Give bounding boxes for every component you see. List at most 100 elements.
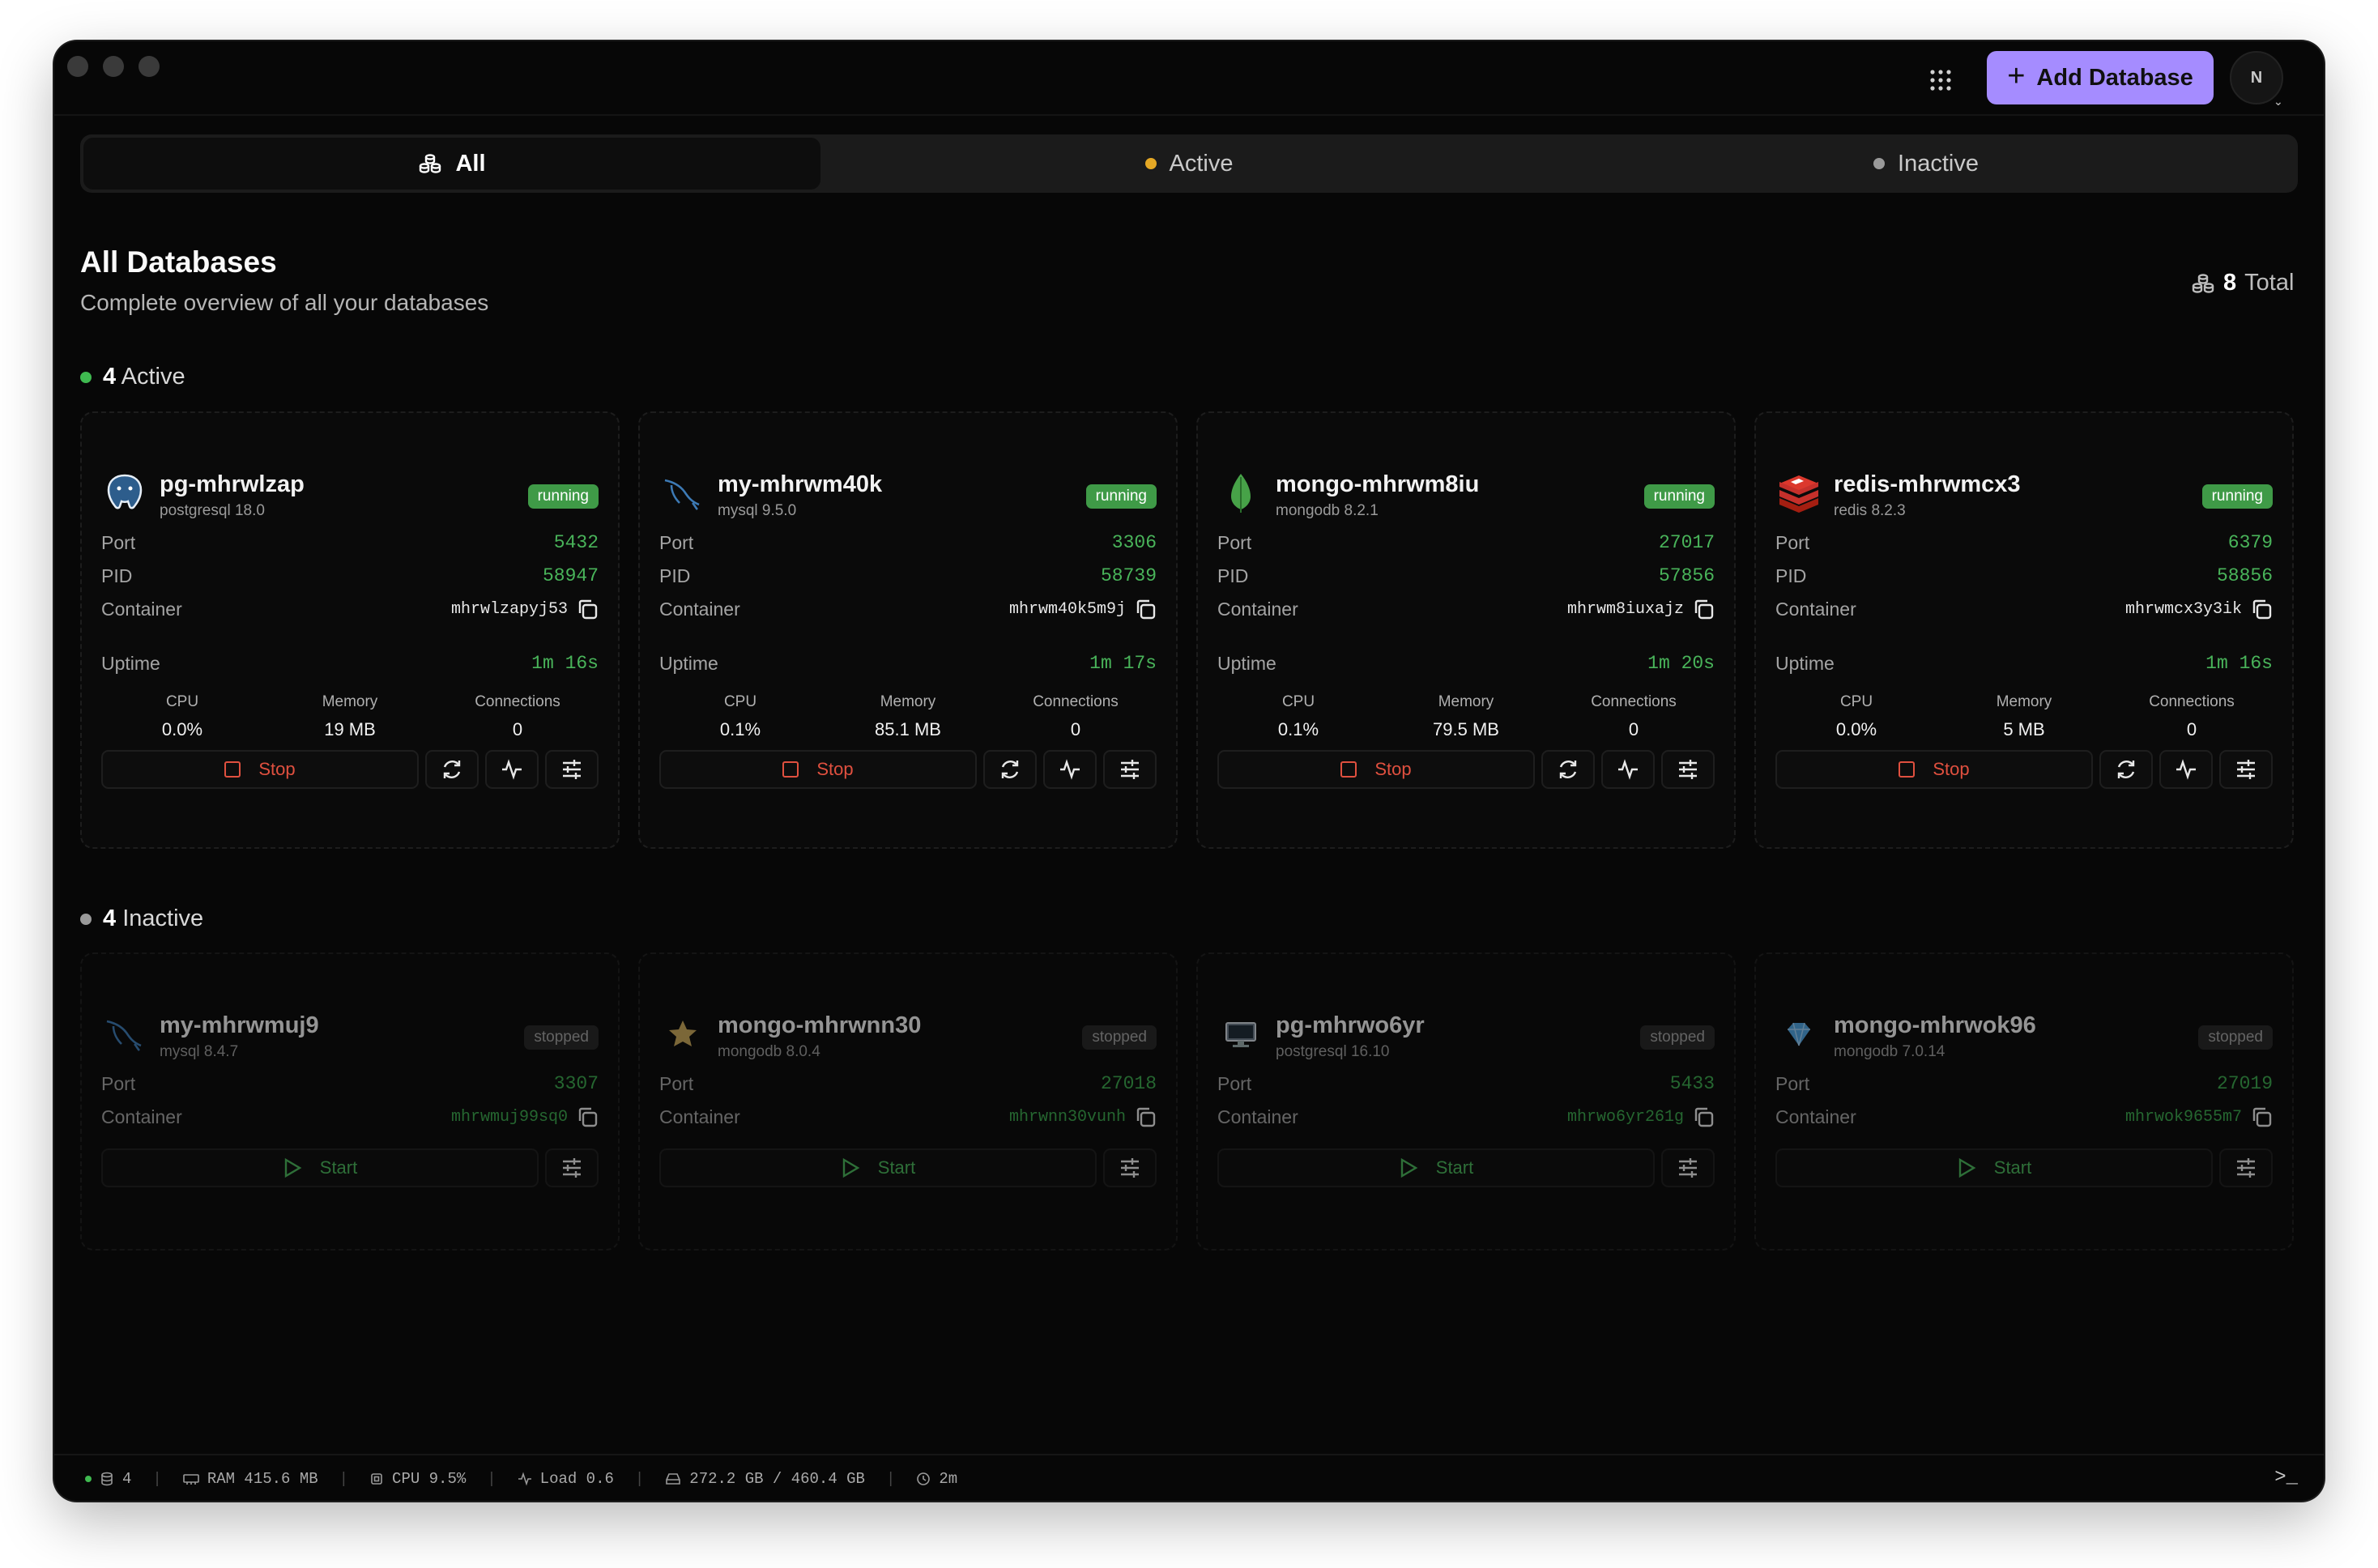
- database-card[interactable]: mongo-mhrwok96 mongodb 7.0.14 stopped Po…: [1754, 952, 2294, 1251]
- tab-all[interactable]: All: [83, 138, 820, 190]
- port-value: 3307: [553, 1073, 599, 1094]
- connections-label: Connections: [475, 693, 560, 710]
- resource-stats: CPU 0.1% Memory 85.1 MB Connections 0: [659, 693, 1157, 740]
- database-card[interactable]: redis-mhrwmcx3 redis 8.2.3 running Port 6…: [1754, 411, 2294, 849]
- tab-inactive-label: Inactive: [1898, 150, 1979, 177]
- window-minimize-button[interactable]: [103, 56, 124, 77]
- pid-value: 58739: [1100, 565, 1157, 586]
- metrics-button[interactable]: [2159, 750, 2213, 789]
- port-label: Port: [1775, 531, 1810, 553]
- stop-button[interactable]: Stop: [1775, 750, 2093, 789]
- database-card[interactable]: pg-mhrwo6yr postgresql 16.10 stopped Por…: [1196, 952, 1736, 1251]
- metrics-button[interactable]: [485, 750, 539, 789]
- active-dot-icon: [1144, 158, 1157, 169]
- restart-button[interactable]: [425, 750, 479, 789]
- database-card[interactable]: my-mhrwm40k mysql 9.5.0 running Port 3306…: [638, 411, 1178, 849]
- stop-button[interactable]: Stop: [101, 750, 419, 789]
- memory-value: 5 MB: [2003, 719, 2045, 739]
- database-card[interactable]: mongo-mhrwnn30 mongodb 8.0.4 stopped Por…: [638, 952, 1178, 1251]
- mysql-icon: [659, 470, 706, 517]
- uptime-row: Uptime 1m 16s: [1775, 651, 2273, 675]
- gem-icon: [1775, 1011, 1822, 1058]
- pid-value: 58947: [542, 565, 599, 586]
- settings-button[interactable]: [2219, 1148, 2273, 1187]
- database-name: mongo-mhrwok96: [1834, 1012, 2036, 1038]
- settings-button[interactable]: [1103, 1148, 1157, 1187]
- memory-stat: Memory 19 MB: [269, 693, 431, 740]
- connections-stat: Connections 0: [437, 693, 599, 740]
- statusbar-db-count: 4: [85, 1470, 131, 1488]
- active-count: 4: [103, 364, 117, 390]
- database-card[interactable]: mongo-mhrwm8iu mongodb 8.2.1 running Por…: [1196, 411, 1736, 849]
- container-row: Container mhrwok9655m7: [1775, 1105, 2273, 1129]
- start-button[interactable]: Start: [659, 1148, 1097, 1187]
- uptime-label: Uptime: [1775, 652, 1835, 674]
- sliders-icon: [2237, 760, 2255, 779]
- copy-icon[interactable]: [1692, 1106, 1715, 1128]
- copy-icon[interactable]: [2250, 1106, 2273, 1128]
- window-zoom-button[interactable]: [139, 56, 160, 77]
- copy-icon[interactable]: [1134, 598, 1157, 620]
- statusbar-disk: 272.2 GB / 460.4 GB: [665, 1470, 865, 1488]
- container-id: mhrwnn30vunh: [1009, 1106, 1157, 1128]
- total-number: 8: [2223, 270, 2237, 296]
- restart-button[interactable]: [2099, 750, 2153, 789]
- copy-icon[interactable]: [2250, 598, 2273, 620]
- stop-button[interactable]: Stop: [1217, 750, 1535, 789]
- database-card[interactable]: my-mhrwmuj9 mysql 8.4.7 stopped Port 3307…: [80, 952, 620, 1251]
- window-close-button[interactable]: [67, 56, 88, 77]
- copy-icon[interactable]: [1134, 1106, 1157, 1128]
- chevron-down-icon: ⌄: [2274, 95, 2283, 108]
- settings-button[interactable]: [1661, 1148, 1715, 1187]
- connections-stat: Connections 0: [995, 693, 1157, 740]
- avatar-initial: N: [2250, 68, 2263, 87]
- database-name: mongo-mhrwnn30: [718, 1012, 922, 1038]
- cpu-value: 0.0%: [1835, 719, 1877, 739]
- uptime-row: Uptime 1m 20s: [1217, 651, 1715, 675]
- restart-button[interactable]: [1541, 750, 1595, 789]
- port-label: Port: [101, 531, 136, 553]
- databases-icon: [2192, 273, 2214, 293]
- mysql-icon: [101, 1011, 148, 1058]
- container-id-value: mhrwmuj99sq0: [450, 1107, 568, 1127]
- add-database-button[interactable]: + Add Database: [1987, 51, 2214, 104]
- database-name: my-mhrwmuj9: [160, 1012, 319, 1038]
- metrics-button[interactable]: [1043, 750, 1097, 789]
- settings-button[interactable]: [2219, 750, 2273, 789]
- card-actions: Stop: [659, 750, 1157, 789]
- connections-stat: Connections 0: [2111, 693, 2273, 740]
- copy-icon[interactable]: [576, 1106, 599, 1128]
- metrics-button[interactable]: [1601, 750, 1655, 789]
- card-actions: Stop: [1217, 750, 1715, 789]
- user-avatar[interactable]: N ⌄: [2230, 51, 2283, 108]
- tab-active[interactable]: Active: [820, 134, 1558, 193]
- stop-button[interactable]: Stop: [659, 750, 977, 789]
- statusbar-cpu: CPU 9.5%: [369, 1470, 466, 1488]
- start-button[interactable]: Start: [101, 1148, 539, 1187]
- uptime-label: Uptime: [101, 652, 160, 674]
- activity-icon: [1060, 759, 1080, 780]
- settings-button[interactable]: [1661, 750, 1715, 789]
- copy-icon[interactable]: [1692, 598, 1715, 620]
- port-row: Port 5432: [101, 530, 599, 555]
- apps-grid-button[interactable]: [1923, 62, 1958, 98]
- cpu-value: 0.0%: [161, 719, 203, 739]
- postgresql-icon: [101, 470, 148, 517]
- tab-inactive[interactable]: Inactive: [1558, 134, 2295, 193]
- restart-button[interactable]: [983, 750, 1037, 789]
- port-label: Port: [659, 1072, 694, 1094]
- status-badge: stopped: [524, 1025, 599, 1050]
- container-row: Container mhrwm8iuxajz: [1217, 597, 1715, 621]
- copy-icon[interactable]: [576, 598, 599, 620]
- database-card[interactable]: pg-mhrwlzap postgresql 18.0 running Port…: [80, 411, 620, 849]
- database-name: mongo-mhrwm8iu: [1276, 471, 1480, 497]
- settings-button[interactable]: [1103, 750, 1157, 789]
- cpu-stat: CPU 0.0%: [101, 693, 263, 740]
- start-button[interactable]: Start: [1217, 1148, 1655, 1187]
- terminal-icon[interactable]: >_: [2274, 1467, 2298, 1489]
- statusbar-disk-value: 272.2 GB / 460.4 GB: [689, 1470, 865, 1488]
- settings-button[interactable]: [545, 750, 599, 789]
- connections-label: Connections: [2149, 693, 2235, 710]
- settings-button[interactable]: [545, 1148, 599, 1187]
- start-button[interactable]: Start: [1775, 1148, 2213, 1187]
